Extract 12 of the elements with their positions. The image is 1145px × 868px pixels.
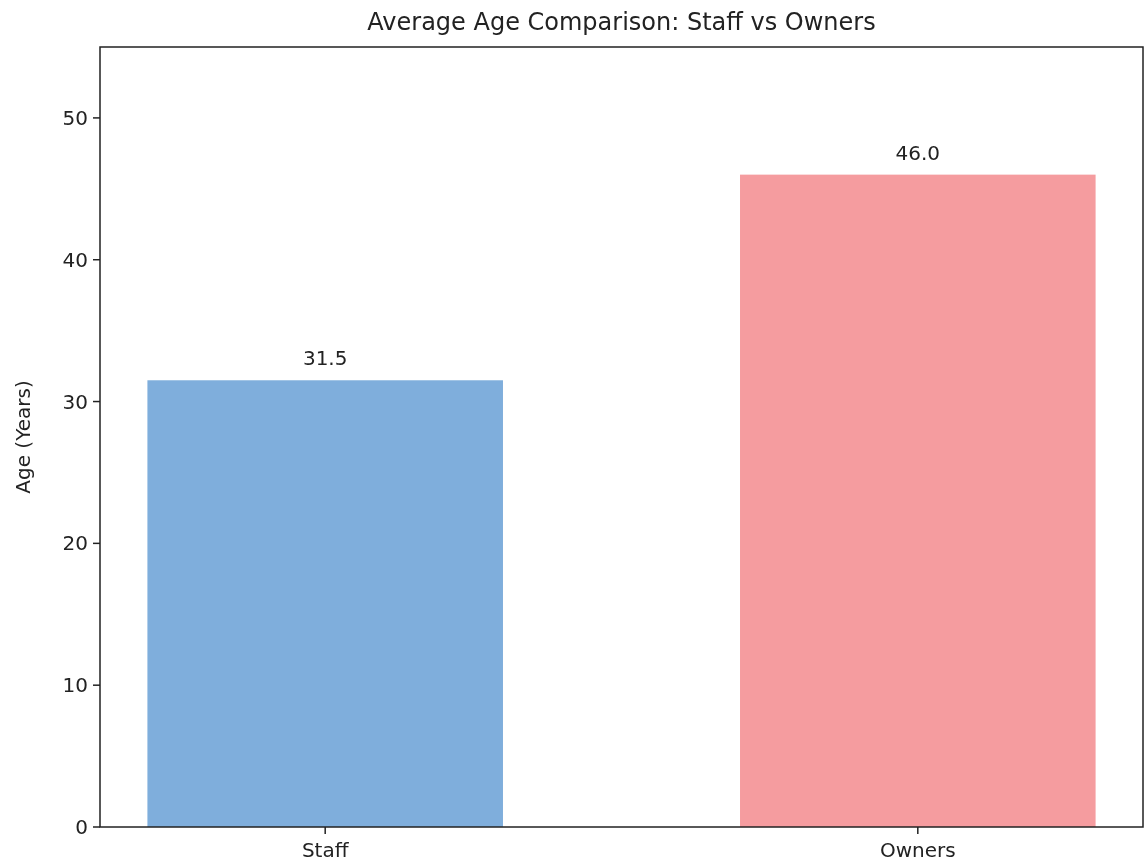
y-tick-label: 50	[62, 105, 88, 130]
x-tick-label: Owners	[879, 838, 956, 862]
y-tick-label: 0	[75, 815, 88, 839]
y-tick-label: 40	[62, 247, 88, 272]
y-tick-label: 10	[62, 673, 88, 698]
y-axis-title: Age (Years)	[11, 380, 35, 494]
y-tick-label: 30	[62, 389, 88, 414]
data-label: 31.5	[302, 346, 348, 371]
y-tick-label: 20	[62, 531, 88, 556]
data-label: 46.0	[895, 140, 941, 165]
chart-title: Average Age Comparison: Staff vs Owners	[367, 8, 876, 36]
x-tick-label: Staff	[301, 838, 350, 862]
